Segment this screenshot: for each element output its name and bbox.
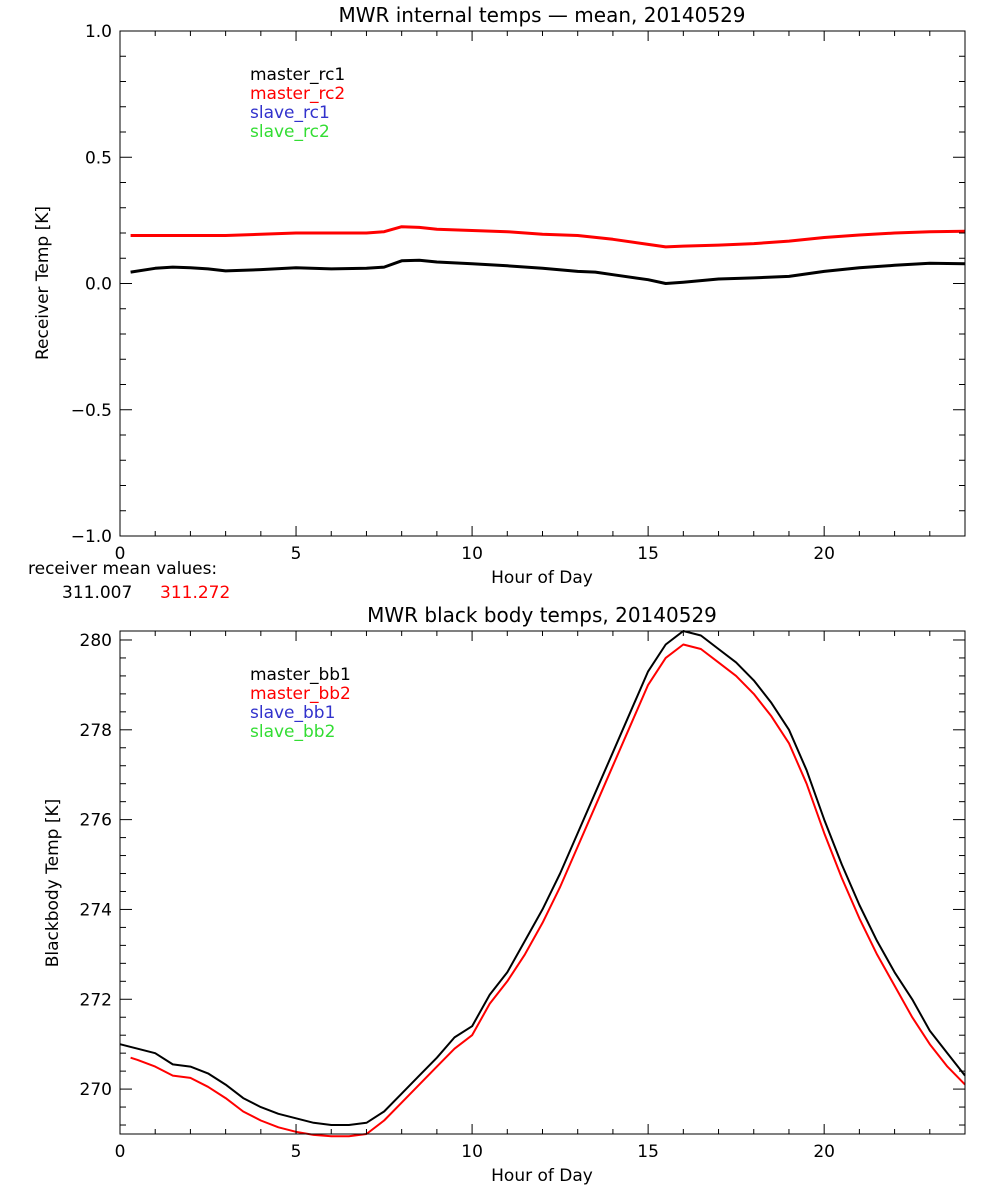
y-tick-label: 270 [80,1080,112,1100]
y-axis-label: Receiver Temp [K] [33,206,53,360]
legend-entry: master_rc2 [250,84,345,104]
series-line-master-rc1 [130,258,966,285]
receiver-mean-value: 311.007 [62,583,132,603]
receiver-mean-label: receiver mean values: [28,559,217,579]
x-tick-label: 5 [291,544,302,564]
x-tick-label: 5 [291,1142,302,1162]
x-tick-label: 20 [813,544,835,564]
y-tick-label: −1.0 [71,527,112,547]
y-tick-label: 274 [80,900,112,920]
series-line-master-bb1 [119,630,966,1126]
y-tick-label: 0.5 [85,148,112,168]
x-tick-label: 10 [461,1142,483,1162]
chart-title: MWR black body temps, 20140529 [367,603,717,627]
y-tick-label: 0.0 [85,275,112,295]
x-tick-label: 20 [813,1142,835,1162]
y-tick-label: 278 [80,721,112,741]
receiver-mean-annotation: receiver mean values: 311.007 311.272 [28,559,230,603]
axis-ticks: 0 5 10 15 20 −1.0 −0.5 0.0 0.5 1.0 [71,22,966,564]
chart-title: MWR internal temps — mean, 20140529 [338,3,745,27]
series-line-master-rc2 [130,225,966,249]
blackbody-temps-chart: MWR black body temps, 20140529 0 5 10 15 20 2… [43,603,966,1186]
legend-entry: slave_bb2 [250,722,335,742]
legend-entry: slave_rc1 [250,103,330,123]
legend-entry: slave_rc2 [250,122,330,142]
plot-area [130,225,966,285]
legend-entry: master_bb2 [250,684,351,704]
legend-entry: master_rc1 [250,65,345,85]
y-tick-label: 276 [80,811,112,831]
legend: master_rc1 master_rc2 slave_rc1 slave_rc… [250,65,345,142]
series-line-master-bb2 [130,643,966,1138]
x-axis-label: Hour of Day [491,1166,593,1186]
y-tick-label: −0.5 [71,401,112,421]
receiver-temps-chart: MWR internal temps — mean, 20140529 0 5 10… [28,3,966,603]
y-tick-label: 1.0 [85,22,112,42]
y-axis-label: Blackbody Temp [K] [43,799,63,968]
x-tick-label: 0 [115,544,126,564]
axis-ticks: 0 5 10 15 20 270 272 274 276 278 280 [80,631,966,1162]
plot-area [119,630,966,1138]
legend-entry: master_bb1 [250,665,351,685]
x-tick-label: 15 [637,1142,659,1162]
legend: master_bb1 master_bb2 slave_bb1 slave_bb… [250,665,351,742]
x-tick-label: 10 [461,544,483,564]
x-tick-label: 15 [637,544,659,564]
receiver-mean-value: 311.272 [160,583,230,603]
legend-entry: slave_bb1 [250,703,335,723]
y-tick-label: 272 [80,990,112,1010]
x-tick-label: 0 [115,1142,126,1162]
y-tick-label: 280 [80,631,112,651]
x-axis-label: Hour of Day [491,568,593,588]
